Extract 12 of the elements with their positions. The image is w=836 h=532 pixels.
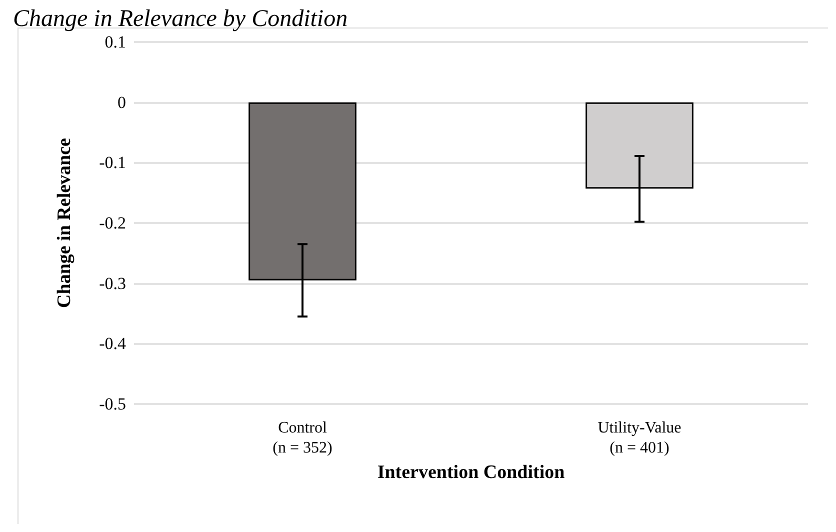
y-tick-label: 0.1 (104, 32, 126, 52)
x-axis-title: Intervention Condition (377, 462, 566, 483)
y-tick-label: -0.5 (99, 394, 126, 414)
y-tick-label: -0.1 (99, 153, 126, 172)
chart-title: Change in Relevance by Condition (13, 6, 348, 32)
y-tick-label: -0.3 (99, 274, 126, 293)
y-axis-title: Change in Relevance (54, 138, 75, 308)
x-tick-label: Utility-Value (n = 401) (598, 420, 682, 456)
x-tick-label: Control (n = 352) (272, 420, 332, 456)
y-tick-label: -0.2 (99, 214, 126, 232)
y-tick-label: 0 (118, 92, 126, 112)
y-tick-label: -0.4 (99, 334, 126, 354)
